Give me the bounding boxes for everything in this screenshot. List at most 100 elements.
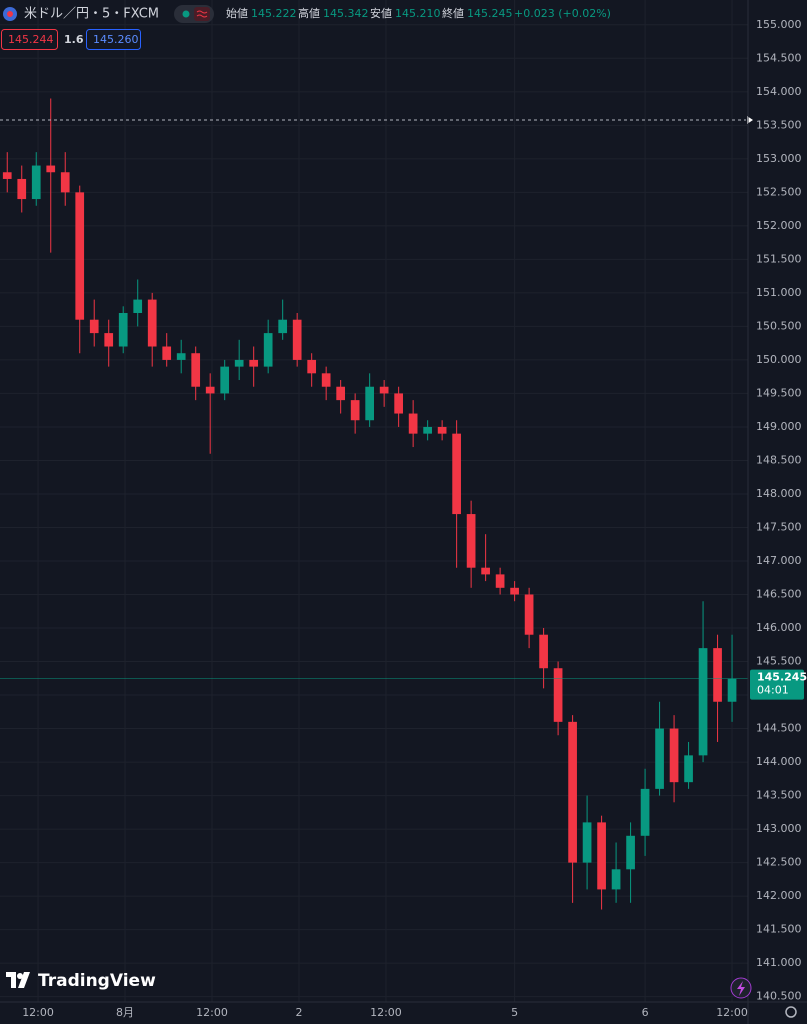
y-tick-label: 151.500 [756, 252, 802, 265]
y-tick-label: 143.000 [756, 822, 802, 835]
ohlc-label: 終値 [442, 6, 464, 20]
candle-body [611, 869, 621, 890]
y-tick-label: 149.000 [756, 420, 802, 433]
candle-body [234, 359, 244, 367]
logo-icon [17, 973, 23, 979]
candle-body [437, 426, 447, 434]
candle-body [423, 426, 432, 434]
candle-body [669, 728, 679, 783]
x-tick-label: 12:00 [196, 1006, 228, 1019]
y-tick-label: 148.500 [756, 453, 802, 466]
sell-button[interactable] [1, 29, 58, 50]
candle-body [365, 386, 374, 421]
y-tick-label: 142.500 [756, 856, 802, 869]
candle-body [582, 822, 592, 863]
y-tick-label: 145.500 [756, 655, 802, 668]
candle-body [452, 433, 461, 515]
candle-body [510, 587, 519, 595]
symbol-icon [7, 11, 13, 17]
candle-body [118, 313, 128, 347]
ohlc-label: 高値 [298, 6, 320, 20]
y-tick-label: 149.500 [756, 386, 802, 399]
candle-body [220, 366, 230, 394]
x-tick-label: 12:00 [370, 1006, 402, 1019]
ohlc-label: 始値 [226, 6, 248, 20]
ohlc-value: 145.342 [323, 7, 369, 20]
candle-body [2, 172, 12, 179]
y-tick-label: 155.000 [756, 18, 802, 31]
y-tick-label: 153.000 [756, 152, 802, 165]
axes: 140.500 141.000 141.500 142.000 142.500 143.0… [22, 18, 807, 1019]
x-tick-label: 6 [642, 1006, 649, 1019]
y-tick-label: 148.000 [756, 487, 802, 500]
lightning-icon [737, 981, 745, 996]
candle-body [17, 178, 27, 200]
y-tick-label: 152.000 [756, 219, 802, 232]
ohlc-value: 145.222 [251, 7, 297, 20]
candle-body [336, 386, 346, 401]
candle-body [147, 299, 157, 347]
x-tick-label: 2 [295, 1006, 302, 1019]
y-tick-label: 150.500 [756, 319, 802, 332]
settings-button[interactable] [785, 1006, 797, 1018]
y-tick-label: 143.500 [756, 789, 802, 802]
candle-body [626, 835, 635, 870]
candle-body [162, 346, 172, 360]
y-tick-label: 153.500 [756, 118, 802, 131]
candle-body [597, 822, 606, 890]
ohlc-label: 安値 [370, 6, 392, 20]
y-tick-label: 141.000 [756, 956, 802, 969]
y-tick-label: 140.500 [756, 990, 802, 1003]
candle-body [263, 333, 273, 367]
symbol[interactable]: 米ドル／円・5・FXCM [24, 7, 159, 22]
y-tick-label: 141.500 [756, 923, 802, 936]
plot [0, 98, 753, 910]
candle-body [539, 634, 548, 669]
countdown: 04:01 [757, 684, 789, 697]
candle-body [481, 567, 490, 575]
y-tick-label: 154.000 [756, 85, 802, 98]
candle-body [495, 574, 505, 588]
candle-body [249, 359, 259, 367]
candle-body [553, 668, 563, 722]
candle-body [278, 319, 288, 334]
candle-body [394, 393, 403, 414]
x-tick-label: 5 [511, 1006, 518, 1019]
candle-body [60, 172, 70, 193]
y-tick-label: 147.500 [756, 520, 802, 533]
candle-body [46, 165, 56, 173]
candle-body [568, 721, 577, 863]
buy-button[interactable] [86, 29, 141, 50]
market-open-icon [182, 10, 190, 18]
y-tick-label: 150.000 [756, 353, 802, 366]
candle-body [191, 353, 201, 387]
x-tick-label: 8月 [116, 1006, 134, 1019]
candle-body [89, 319, 99, 334]
logo[interactable]: TradingView [38, 971, 156, 991]
logo-icon [6, 972, 30, 988]
candle-body [698, 648, 708, 756]
grid [0, 0, 748, 1002]
candle-body [176, 353, 186, 360]
y-tick-label: 147.000 [756, 554, 802, 567]
data-delay-icon [194, 7, 210, 21]
candle-body [350, 400, 360, 421]
ask-price: 145.260 [93, 33, 139, 46]
y-tick-label: 152.500 [756, 185, 802, 198]
last-price-tag [750, 669, 804, 700]
candle-body [321, 373, 331, 387]
spread: 1.6 [64, 33, 84, 46]
candle-body [205, 386, 215, 394]
bid-price: 145.244 [8, 33, 54, 46]
candle-body [524, 594, 534, 635]
y-tick-label: 144.500 [756, 722, 802, 735]
candle-body [684, 755, 693, 783]
candle-body [31, 165, 41, 200]
candle-body [640, 788, 650, 836]
y-tick-label: 154.500 [756, 51, 802, 64]
y-tick-label: 144.000 [756, 755, 802, 768]
candle-body [655, 728, 664, 789]
ohlc-value: 145.210 [395, 7, 441, 20]
x-tick-label: 12:00 [22, 1006, 54, 1019]
